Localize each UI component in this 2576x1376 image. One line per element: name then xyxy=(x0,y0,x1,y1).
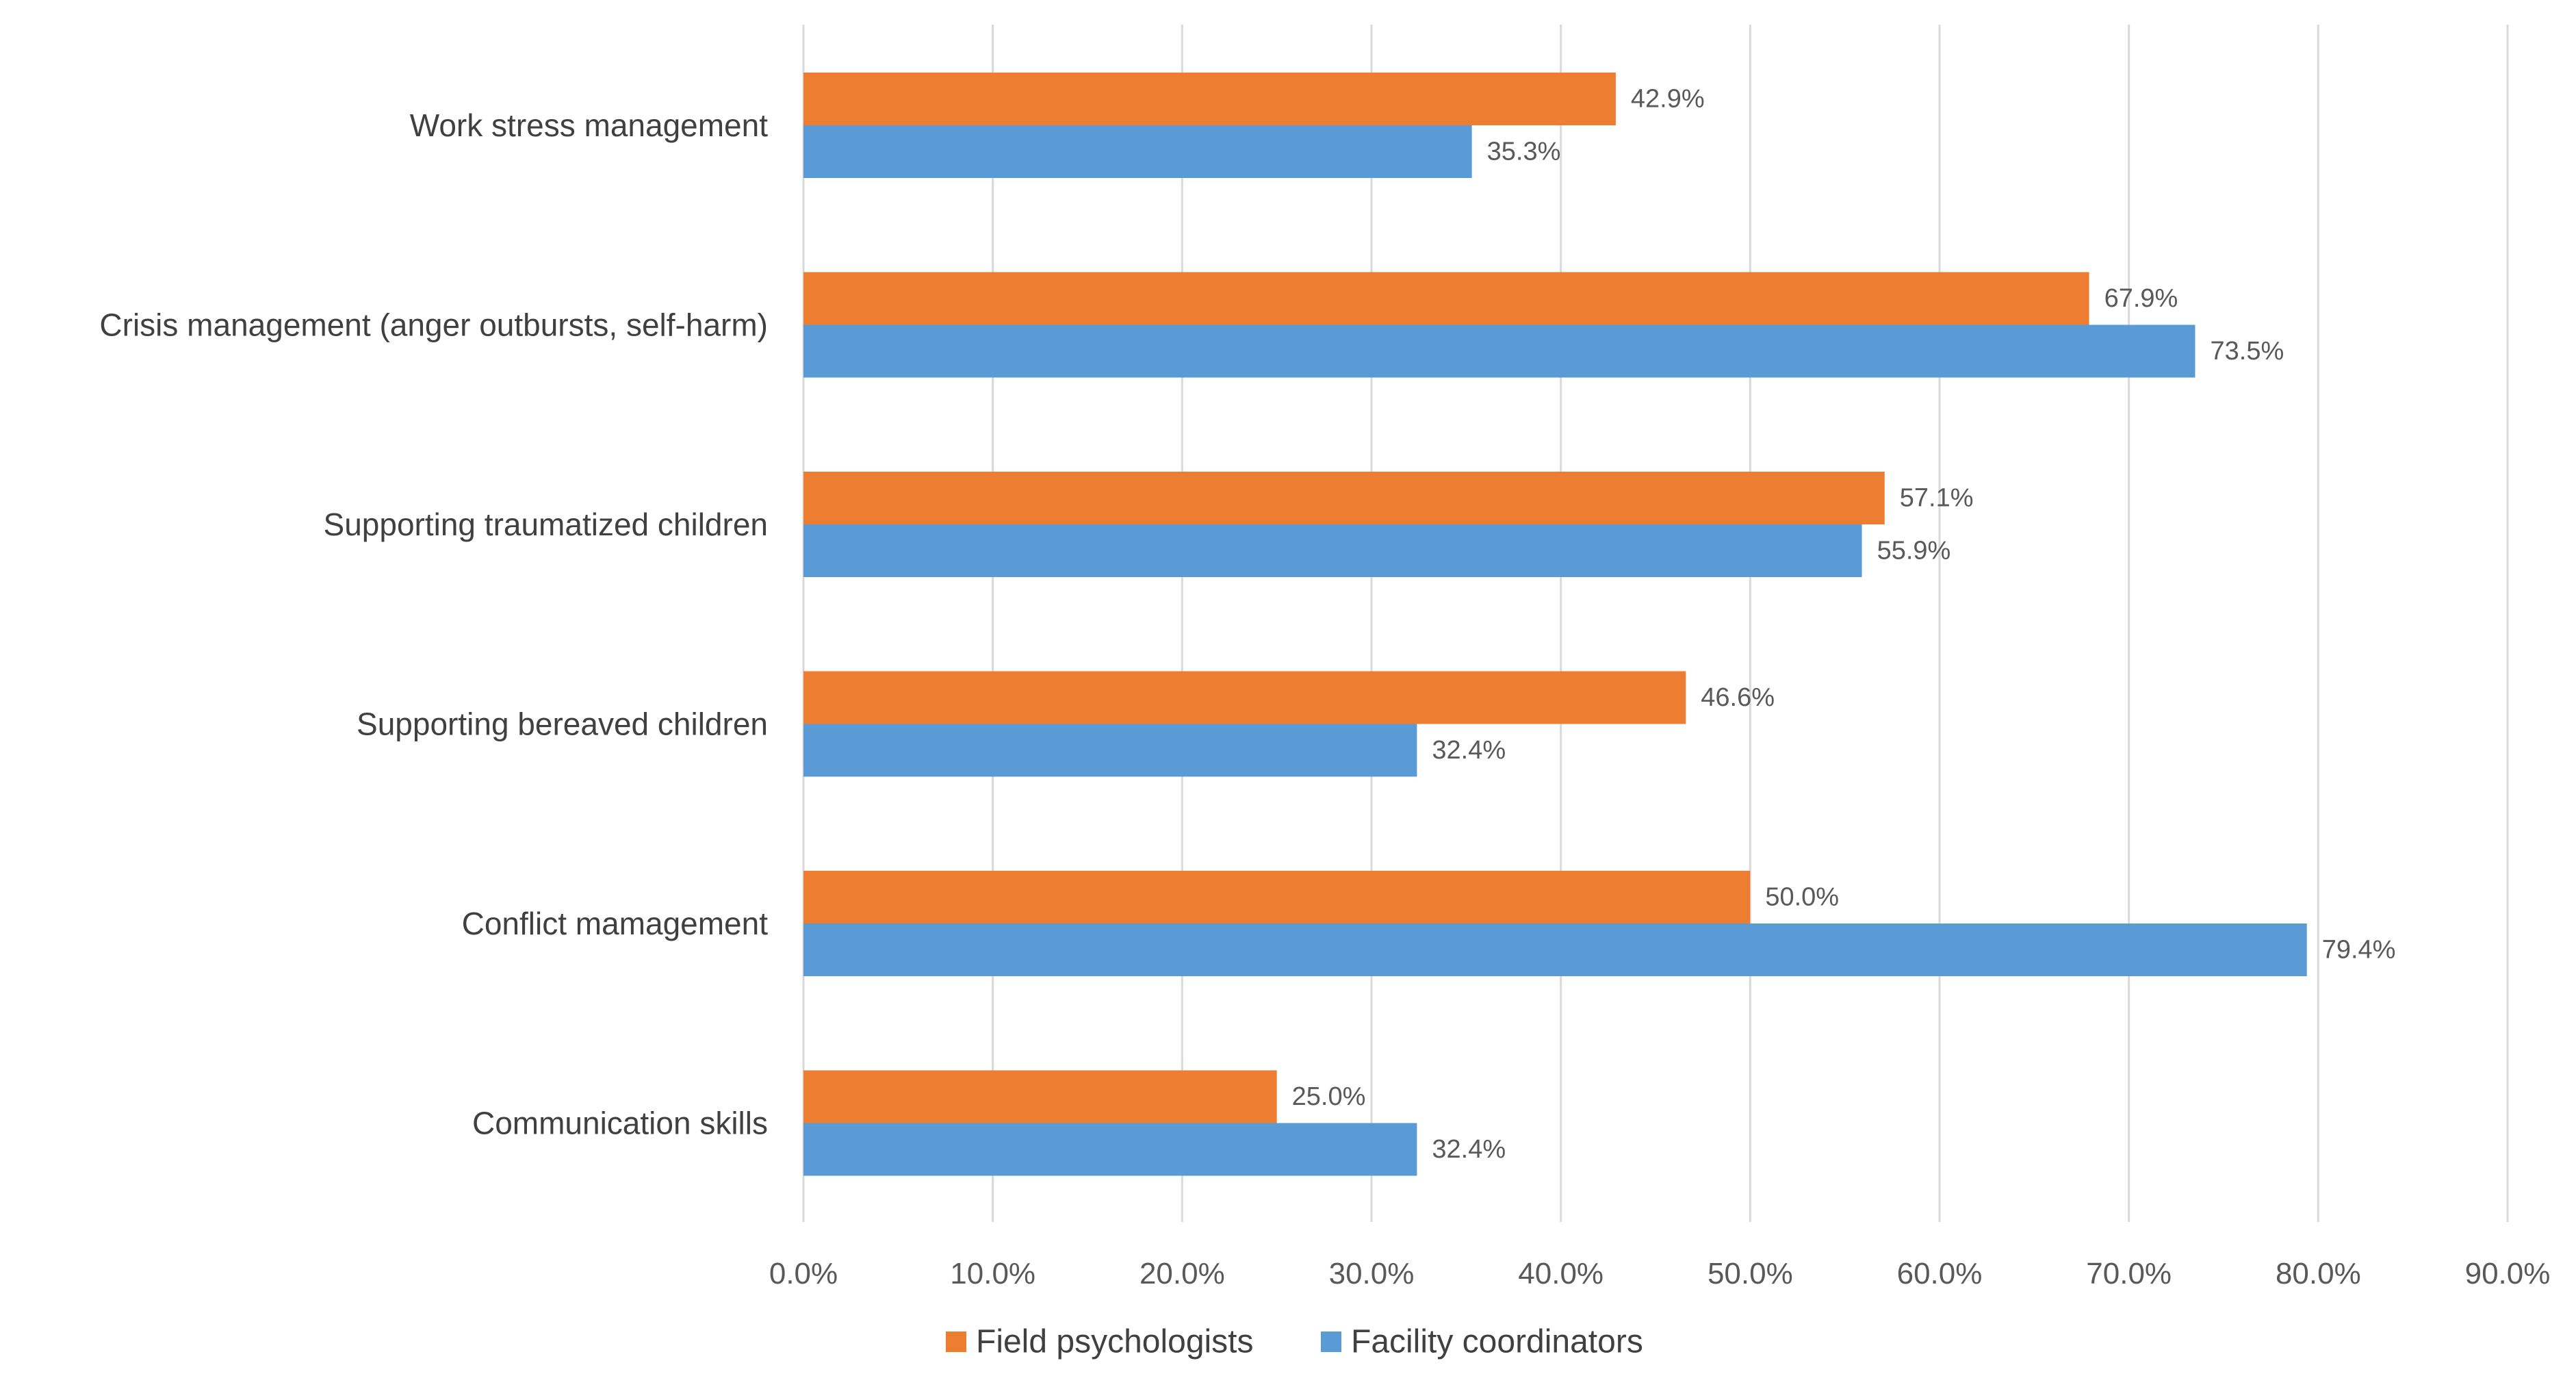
legend-label: Field psychologists xyxy=(976,1324,1254,1360)
x-tick-label: 70.0% xyxy=(2086,1257,2172,1290)
x-tick-label: 0.0% xyxy=(769,1257,838,1290)
data-labels: 42.9% 35.3% 67.9% 73.5% 57.1% 55.9% 46.6% 32.4%… xyxy=(1292,85,2396,1164)
bar xyxy=(803,324,2195,378)
category-label: Supporting traumatized children xyxy=(324,507,768,542)
data-label: 55.9% xyxy=(1877,537,1951,565)
bar xyxy=(803,1123,1417,1176)
x-tick-label: 80.0% xyxy=(2276,1257,2361,1290)
data-label: 35.3% xyxy=(1487,138,1561,166)
legend: Field psychologists Facility coordinators xyxy=(946,1324,1643,1360)
data-label: 32.4% xyxy=(1432,736,1506,765)
data-label: 42.9% xyxy=(1631,85,1705,114)
x-axis-tick-labels: 0.0% 10.0% 20.0% 30.0% 40.0% 50.0% 60.0% 70.0% 8… xyxy=(769,1257,2551,1290)
bar xyxy=(803,871,1751,923)
bar xyxy=(803,125,1472,178)
gridlines xyxy=(802,25,2509,1222)
x-tick-label: 90.0% xyxy=(2465,1257,2551,1290)
x-tick-label: 20.0% xyxy=(1139,1257,1225,1290)
bar xyxy=(803,73,1616,125)
category-label: Conflict mamagement xyxy=(462,906,769,941)
x-tick-label: 60.0% xyxy=(1897,1257,1983,1290)
data-label: 25.0% xyxy=(1292,1082,1366,1111)
bar xyxy=(803,272,2089,325)
bar xyxy=(803,472,1885,524)
data-label: 46.6% xyxy=(1701,683,1775,712)
category-label: Supporting bereaved children xyxy=(357,706,768,742)
x-tick-label: 10.0% xyxy=(950,1257,1035,1290)
bar xyxy=(803,1070,1277,1123)
category-label: Work stress management xyxy=(410,107,768,143)
data-label: 73.5% xyxy=(2211,337,2284,366)
data-label: 50.0% xyxy=(1765,883,1839,912)
bar xyxy=(803,923,2307,976)
bar xyxy=(803,524,1862,577)
category-label: Crisis management (anger outbursts, self… xyxy=(99,307,768,343)
bars xyxy=(803,73,2307,1176)
category-label: Communication skills xyxy=(472,1106,768,1141)
data-label: 79.4% xyxy=(2322,936,2396,965)
x-tick-label: 50.0% xyxy=(1708,1257,1793,1290)
x-tick-label: 40.0% xyxy=(1518,1257,1603,1290)
data-label: 32.4% xyxy=(1432,1135,1506,1164)
legend-swatch xyxy=(1321,1332,1341,1352)
bar xyxy=(803,724,1417,777)
legend-label: Facility coordinators xyxy=(1351,1324,1643,1360)
data-label: 67.9% xyxy=(2104,284,2178,313)
legend-swatch xyxy=(946,1332,966,1352)
data-label: 57.1% xyxy=(1900,484,1974,513)
category-labels: Work stress management Crisis management … xyxy=(99,107,768,1141)
x-tick-label: 30.0% xyxy=(1329,1257,1415,1290)
bar xyxy=(803,671,1686,724)
